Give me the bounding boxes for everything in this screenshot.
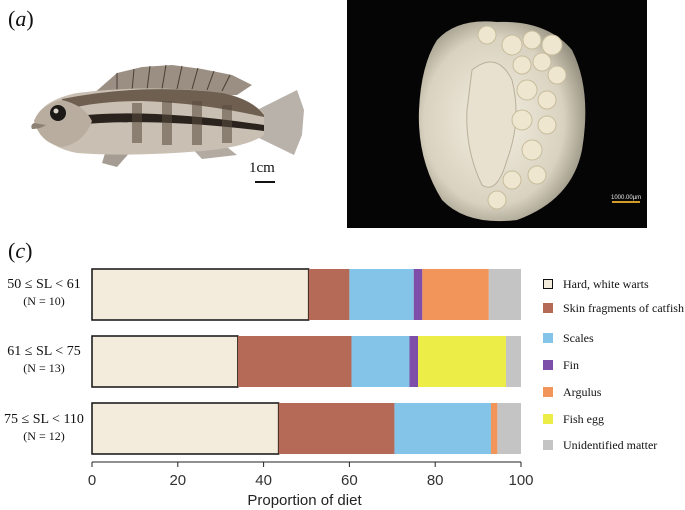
row-range-label: 75 ≤ SL < 110	[4, 412, 84, 427]
x-tick-label: 40	[255, 472, 272, 489]
row-label-1: 61 ≤ SL < 75 (N = 13)	[0, 344, 92, 376]
legend-item: Argulus	[543, 385, 601, 399]
legend-label: Unidentified matter	[563, 437, 658, 452]
legend-item: Skin fragments of catfish	[543, 301, 684, 315]
bars-layer	[91, 268, 521, 455]
x-tick-label: 80	[427, 472, 444, 489]
bar-segment	[91, 268, 310, 321]
row-n-label: (N = 12)	[23, 429, 65, 443]
panel-label-a: (a)	[8, 6, 34, 31]
row-range-label: 50 ≤ SL < 61	[7, 277, 81, 292]
legend-item: Unidentified matter	[543, 438, 657, 452]
bar-segment	[413, 269, 423, 320]
legend-swatch	[543, 333, 553, 343]
row-label-0: 50 ≤ SL < 61 (N = 10)	[0, 277, 92, 309]
bar-segment	[351, 336, 410, 387]
x-tick-label: 20	[169, 472, 186, 489]
bar-segment	[394, 403, 491, 454]
legend-label: Fish egg	[563, 411, 605, 426]
x-tick-label: 0	[88, 472, 96, 489]
x-tick-label: 100	[508, 472, 533, 489]
bar-segment	[308, 269, 350, 320]
bar-segment	[237, 336, 352, 387]
scale-bar-label: 1cm	[249, 160, 275, 176]
bar-segment	[91, 335, 239, 388]
bar-segment	[490, 403, 498, 454]
legend-swatch	[543, 279, 553, 289]
legend-label: Scales	[563, 330, 594, 345]
x-axis: 0 20 40 60 80 100 Proportion of diet	[88, 461, 534, 509]
legend-label: Skin fragments of catfish	[563, 300, 684, 315]
row-n-label: (N = 13)	[23, 361, 65, 375]
row-label-2: 75 ≤ SL < 110 (N = 12)	[0, 412, 92, 444]
row-range-label: 61 ≤ SL < 75	[7, 344, 81, 359]
fish-photo	[22, 55, 322, 185]
panel-label-c: (c)	[8, 238, 33, 263]
legend-swatch	[543, 414, 553, 424]
legend-label: Fin	[563, 357, 580, 372]
legend-swatch	[543, 303, 553, 313]
x-tick-label: 60	[341, 472, 358, 489]
legend-swatch	[543, 387, 553, 397]
legend-item: Hard, white warts	[543, 277, 649, 291]
microscope-photo	[347, 0, 647, 228]
row-n-label: (N = 10)	[23, 294, 65, 308]
legend-label: Hard, white warts	[563, 276, 649, 291]
legend-item: Scales	[543, 331, 594, 345]
x-axis-title: Proportion of diet	[247, 492, 362, 509]
legend-label: Argulus	[563, 384, 602, 399]
legend-item: Fin	[543, 358, 579, 372]
bar-segment	[488, 269, 521, 320]
bar-segment	[418, 336, 506, 387]
bar-segment	[422, 269, 489, 320]
legend-swatch	[543, 440, 553, 450]
legend-swatch	[543, 360, 553, 370]
bar-segment	[497, 403, 521, 454]
micro-scale-label: 1000.00µm	[611, 195, 642, 201]
scale-bar	[255, 181, 275, 183]
bar-segment	[409, 336, 419, 387]
bar-segment	[505, 336, 521, 387]
bar-segment	[278, 403, 395, 454]
legend-item: Fish egg	[543, 412, 604, 426]
micro-scale-bar	[612, 201, 640, 203]
bar-segment	[349, 269, 414, 320]
bar-segment	[91, 402, 280, 455]
